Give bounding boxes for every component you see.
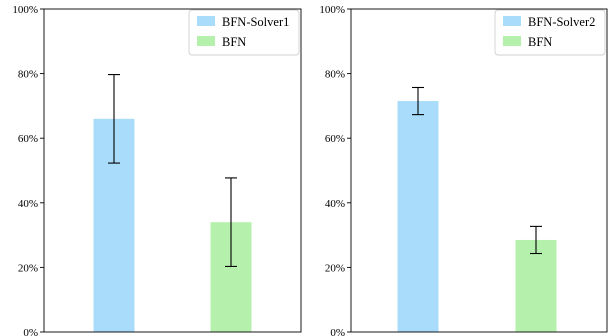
y-tick-label: 40%: [18, 198, 38, 210]
legend-swatch: [503, 36, 521, 46]
plot-frame: [43, 8, 302, 333]
y-tick-label: 40%: [325, 198, 345, 210]
y-tick-label: 80%: [325, 69, 345, 81]
y-tick-label: 100%: [12, 4, 38, 16]
y-tick-label: 60%: [325, 133, 345, 145]
legend-label: BFN: [222, 35, 246, 49]
y-tick-label: 80%: [18, 69, 38, 81]
legend-label: BFN-Solver2: [528, 15, 595, 29]
chart-panel-2: 0% 20% 40% 60% 80% 100% BFN-Solver2 BFN: [319, 4, 608, 336]
y-tick-label: 20%: [325, 262, 345, 274]
error-bar-bfn: [530, 225, 542, 255]
legend-box: [494, 9, 606, 56]
y-tick-label: 100%: [319, 4, 345, 16]
y-tick-label: 0%: [23, 327, 38, 336]
legend: BFN-Solver2 BFN: [494, 9, 606, 56]
y-tick-label: 60%: [18, 133, 38, 145]
bar-bfn: [515, 239, 557, 332]
error-bar-bfn: [225, 177, 237, 267]
legend: BFN-Solver1 BFN: [188, 9, 300, 56]
y-tick-label: 0%: [330, 327, 345, 336]
legend-swatch: [503, 16, 521, 26]
legend-swatch: [197, 16, 215, 26]
bar-bfn-solver2: [397, 101, 439, 333]
plot-frame: [350, 8, 608, 333]
legend-swatch: [197, 36, 215, 46]
legend-label: BFN-Solver1: [222, 15, 289, 29]
legend-label: BFN: [528, 35, 552, 49]
chart-panel-1: 0% 20% 40% 60% 80% 100% BFN-Solver1 BFN: [12, 4, 302, 336]
y-tick-label: 20%: [18, 262, 38, 274]
error-bar-bfn-solver1: [108, 74, 120, 164]
error-bar-bfn-solver2: [412, 86, 424, 116]
legend-box: [188, 9, 300, 56]
